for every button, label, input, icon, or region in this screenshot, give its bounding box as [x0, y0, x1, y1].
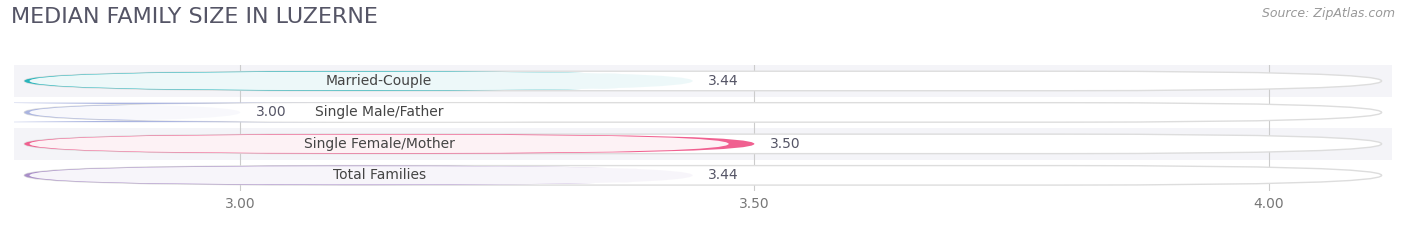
FancyBboxPatch shape	[24, 71, 693, 91]
Text: Total Families: Total Families	[333, 168, 426, 182]
Text: Single Female/Mother: Single Female/Mother	[304, 137, 454, 151]
Text: 3.44: 3.44	[709, 168, 738, 182]
FancyBboxPatch shape	[30, 166, 728, 185]
FancyBboxPatch shape	[14, 97, 1392, 128]
FancyBboxPatch shape	[30, 103, 728, 122]
FancyBboxPatch shape	[24, 71, 1382, 91]
Text: 3.00: 3.00	[256, 105, 287, 120]
Text: Single Male/Father: Single Male/Father	[315, 105, 443, 120]
Text: MEDIAN FAMILY SIZE IN LUZERNE: MEDIAN FAMILY SIZE IN LUZERNE	[11, 7, 378, 27]
FancyBboxPatch shape	[24, 103, 1382, 122]
FancyBboxPatch shape	[24, 166, 693, 185]
Text: Married-Couple: Married-Couple	[326, 74, 432, 88]
FancyBboxPatch shape	[30, 72, 728, 90]
Text: Source: ZipAtlas.com: Source: ZipAtlas.com	[1261, 7, 1395, 20]
FancyBboxPatch shape	[14, 65, 1392, 97]
Text: 3.50: 3.50	[770, 137, 800, 151]
FancyBboxPatch shape	[14, 160, 1392, 191]
FancyBboxPatch shape	[14, 128, 1392, 160]
FancyBboxPatch shape	[0, 103, 343, 122]
FancyBboxPatch shape	[24, 166, 1382, 185]
FancyBboxPatch shape	[30, 135, 728, 153]
FancyBboxPatch shape	[24, 134, 1382, 154]
FancyBboxPatch shape	[24, 134, 755, 154]
Text: 3.44: 3.44	[709, 74, 738, 88]
